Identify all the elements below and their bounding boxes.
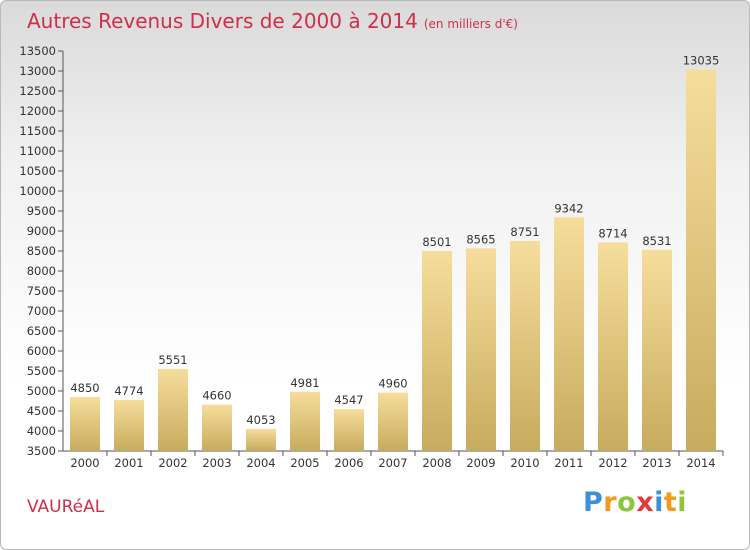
chart-subtitle: (en milliers d'€) bbox=[423, 17, 518, 31]
chart-title-text: Autres Revenus Divers de 2000 à 2014 bbox=[27, 9, 418, 33]
bars bbox=[70, 69, 716, 451]
data-label: 9342 bbox=[554, 201, 583, 215]
data-labels: 4850 4774 5551 4660 4053 4981 4547 4960 8501 8565… bbox=[70, 54, 719, 427]
commune-name: VAURéAL bbox=[27, 497, 105, 517]
data-label: 13035 bbox=[683, 54, 720, 68]
y-tick-label: 8500 bbox=[27, 244, 56, 258]
bar-2000[interactable] bbox=[70, 397, 100, 451]
bar-2013[interactable] bbox=[642, 249, 672, 451]
data-label: 4053 bbox=[246, 413, 275, 427]
logo-letter: P bbox=[583, 487, 604, 518]
y-tick-label: 9000 bbox=[27, 224, 56, 238]
data-label: 4981 bbox=[290, 376, 319, 390]
x-axis: 2000 2001 2002 2003 2004 2005 2006 2007 2008 2009… bbox=[63, 450, 724, 470]
y-tick-label: 6000 bbox=[27, 344, 56, 358]
data-label: 4774 bbox=[114, 384, 143, 398]
bar-2005[interactable] bbox=[290, 391, 320, 451]
logo-letter: i bbox=[654, 487, 664, 518]
bar-2014[interactable] bbox=[686, 69, 716, 451]
x-tick-label: 2008 bbox=[422, 456, 451, 470]
y-tick-label: 11000 bbox=[19, 144, 56, 158]
bar-2002[interactable] bbox=[158, 368, 188, 451]
bar-2012[interactable] bbox=[598, 242, 628, 451]
x-tick-label: 2003 bbox=[202, 456, 231, 470]
x-tick-label: 2001 bbox=[114, 456, 143, 470]
x-tick-label: 2005 bbox=[290, 456, 319, 470]
x-tick-label: 2014 bbox=[686, 456, 715, 470]
bar-2010[interactable] bbox=[510, 240, 540, 451]
chart-title: Autres Revenus Divers de 2000 à 2014 (en … bbox=[27, 9, 518, 33]
y-tick-label: 13000 bbox=[19, 64, 56, 78]
data-label: 4960 bbox=[378, 377, 407, 391]
x-tick-label: 2004 bbox=[246, 456, 275, 470]
x-tick-label: 2007 bbox=[378, 456, 407, 470]
x-tick-label: 2006 bbox=[334, 456, 363, 470]
data-label: 4547 bbox=[334, 393, 363, 407]
bar-2003[interactable] bbox=[202, 404, 232, 451]
y-tick-label: 6500 bbox=[27, 324, 56, 338]
x-tick-label: 2002 bbox=[158, 456, 187, 470]
proxiti-logo[interactable]: Proxiti bbox=[583, 487, 687, 518]
x-tick-label: 2013 bbox=[642, 456, 671, 470]
data-label: 8501 bbox=[422, 235, 451, 249]
y-tick-label: 10000 bbox=[19, 184, 56, 198]
y-tick-label: 4500 bbox=[27, 404, 56, 418]
y-tick-label: 9500 bbox=[27, 204, 56, 218]
y-tick-label: 12000 bbox=[19, 104, 56, 118]
bar-2004[interactable] bbox=[246, 428, 276, 451]
logo-letter: x bbox=[636, 487, 655, 518]
y-tick-label: 8000 bbox=[27, 264, 56, 278]
y-tick-label: 11500 bbox=[19, 124, 56, 138]
data-label: 4660 bbox=[202, 389, 231, 403]
data-label: 5551 bbox=[158, 353, 187, 367]
y-tick-label: 7000 bbox=[27, 304, 56, 318]
data-label: 8531 bbox=[642, 234, 671, 248]
bar-2009[interactable] bbox=[466, 248, 496, 451]
y-tick-label: 13500 bbox=[19, 44, 56, 58]
x-tick-label: 2000 bbox=[70, 456, 99, 470]
x-tick-label: 2009 bbox=[466, 456, 495, 470]
y-axis: 3500 4000 4500 5000 5500 6000 6500 7000 7500 8000… bbox=[19, 44, 64, 458]
x-tick-label: 2012 bbox=[598, 456, 627, 470]
bar-2008[interactable] bbox=[422, 250, 452, 451]
data-label: 8565 bbox=[466, 232, 495, 246]
data-label: 4850 bbox=[70, 381, 99, 395]
logo-letter: o bbox=[617, 487, 637, 518]
y-tick-label: 5500 bbox=[27, 364, 56, 378]
bar-2007[interactable] bbox=[378, 392, 408, 451]
x-tick-label: 2010 bbox=[510, 456, 539, 470]
y-tick-label: 3500 bbox=[27, 444, 56, 458]
bar-2001[interactable] bbox=[114, 400, 144, 451]
logo-letter: t bbox=[663, 487, 678, 518]
y-tick-label: 12500 bbox=[19, 84, 56, 98]
y-tick-label: 5000 bbox=[27, 384, 56, 398]
y-tick-label: 4000 bbox=[27, 424, 56, 438]
bar-2011[interactable] bbox=[554, 217, 584, 451]
logo-letter: i bbox=[677, 487, 688, 518]
bar-2006[interactable] bbox=[334, 409, 364, 451]
x-tick-label: 2011 bbox=[554, 456, 583, 470]
logo-letter: r bbox=[603, 487, 618, 518]
y-tick-label: 10500 bbox=[19, 164, 56, 178]
data-label: 8751 bbox=[510, 225, 539, 239]
data-label: 8714 bbox=[598, 226, 627, 240]
y-tick-label: 7500 bbox=[27, 284, 56, 298]
